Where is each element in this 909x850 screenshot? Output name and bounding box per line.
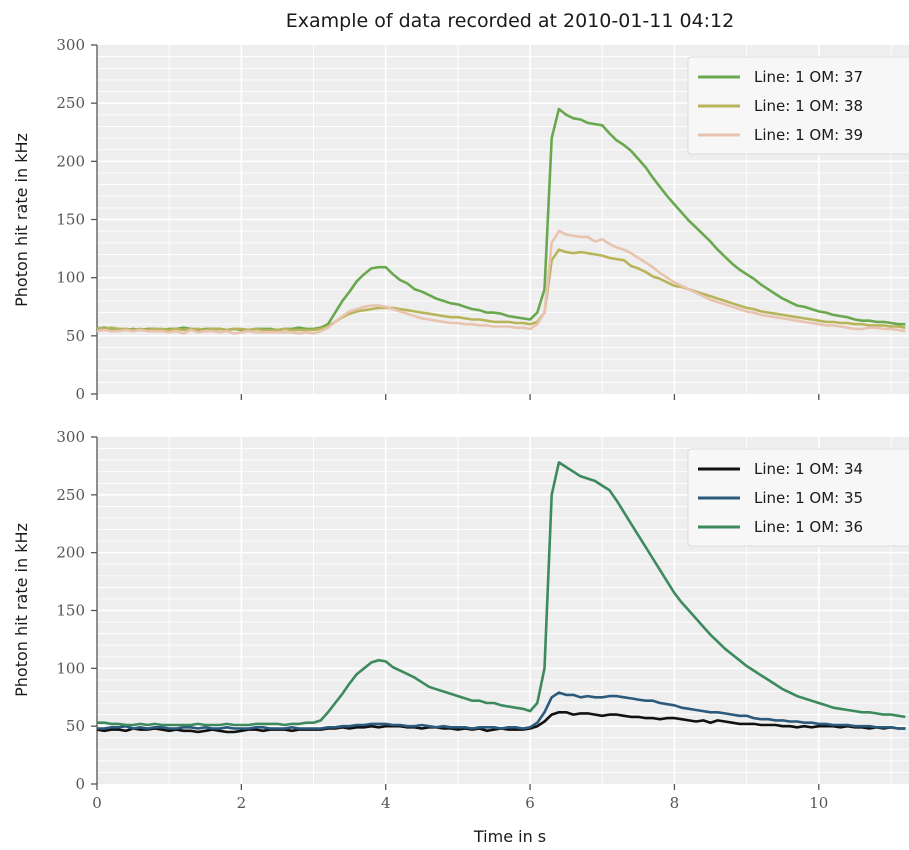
y-tick-label: 50: [66, 327, 85, 345]
y-tick-label: 50: [66, 717, 85, 735]
y-tick-label: 200: [56, 152, 85, 170]
y-tick-label: 150: [56, 602, 85, 620]
y-tick-label: 300: [56, 36, 85, 54]
legend-label: Line: 1 OM: 36: [754, 518, 863, 536]
y-tick-label: 250: [56, 486, 85, 504]
x-tick-label: 4: [381, 794, 391, 812]
x-tick-label: 8: [670, 794, 680, 812]
series-line: [97, 461, 906, 727]
legend-label: Line: 1 OM: 37: [754, 68, 863, 86]
y-tick-label: 100: [56, 269, 85, 287]
legend-label: Line: 1 OM: 35: [754, 489, 863, 507]
y-tick-label: 100: [56, 659, 85, 677]
chart-title: Example of data recorded at 2010-01-11 0…: [286, 10, 735, 32]
y-tick-label: 250: [56, 94, 85, 112]
y-tick-label: 200: [56, 544, 85, 562]
bottom-y-axis-label: Photon hit rate in kHz: [12, 523, 31, 697]
legend: [687, 56, 909, 155]
legend-label: Line: 1 OM: 34: [754, 460, 863, 478]
bottom-panel: 0 50 100 150 200 250 300 0 2 4 6 8 10 Line: 1 OM: 34 L…: [56, 428, 909, 812]
x-tick-label: 0: [92, 794, 102, 812]
x-tick-label: 10: [809, 794, 828, 812]
legend: [687, 448, 909, 547]
legend-label: Line: 1 OM: 39: [754, 126, 863, 144]
top-y-axis-label: Photon hit rate in kHz: [12, 133, 31, 307]
x-tick-label: 6: [525, 794, 535, 812]
series-line: [96, 229, 906, 335]
legend-label: Line: 1 OM: 38: [754, 97, 863, 115]
y-tick-label: 150: [56, 211, 85, 229]
y-tick-label: 0: [75, 385, 85, 403]
x-tick-label: 2: [237, 794, 247, 812]
top-panel: 0 50 100 150 200 250 300 Line: 1 OM: 37 Line: 1 …: [56, 36, 909, 403]
y-tick-label: 0: [75, 775, 85, 793]
x-axis-label: Time in s: [473, 827, 546, 846]
series-line: [96, 248, 906, 332]
y-tick-label: 300: [56, 428, 85, 446]
series-line: [97, 691, 906, 730]
